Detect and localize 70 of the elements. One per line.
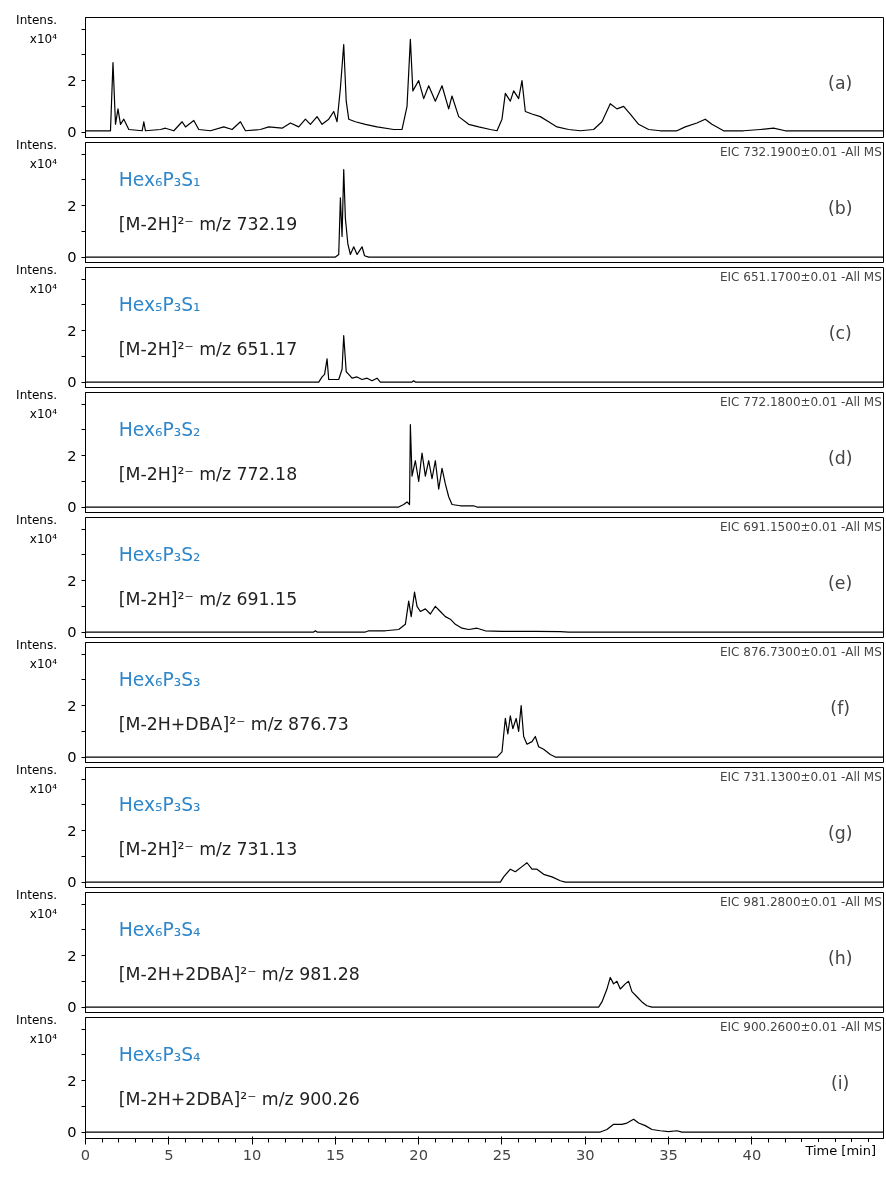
y-tick-label: 0 <box>67 998 77 1016</box>
annotation: [M-2H]²⁻ m/z 651.17 <box>118 338 298 359</box>
annotation: Hex₅P₃S₂ <box>118 544 201 566</box>
y-tick-label: 0 <box>67 123 77 141</box>
x-tick-label: 20 <box>409 1145 429 1163</box>
annotation: EIC 651.1700±0.01 -All MS <box>719 270 882 285</box>
y-tick-label: 2 <box>67 946 77 964</box>
y-axis-title: Intens. x10⁴ <box>16 512 57 548</box>
annotation: [M-2H+2DBA]²⁻ m/z 900.26 <box>118 1088 360 1109</box>
annotation: [M-2H]²⁻ m/z 732.19 <box>118 213 298 234</box>
x-axis-title: Time [min] <box>805 1142 876 1160</box>
annotation: [M-2H]²⁻ m/z 772.18 <box>118 463 298 484</box>
annotation: [M-2H+2DBA]²⁻ m/z 981.28 <box>118 963 360 984</box>
annotation: Hex₅P₃S₄ <box>118 1044 201 1066</box>
y-tick-label: 0 <box>67 873 77 891</box>
annotation: (c) <box>828 323 852 344</box>
annotation: (i) <box>831 1073 850 1094</box>
annotation: EIC 772.1800±0.01 -All MS <box>719 395 882 410</box>
annotation: Hex₅P₃S₃ <box>118 794 201 816</box>
annotation: (d) <box>827 448 853 469</box>
annotation: (b) <box>827 198 853 219</box>
y-axis-title: Intens. x10⁴ <box>16 387 57 423</box>
annotation: Hex₆P₃S₁ <box>118 169 201 191</box>
y-tick-label: 2 <box>67 1071 77 1089</box>
y-axis-title: Intens. x10⁴ <box>16 137 57 173</box>
x-tick-label: 10 <box>242 1145 262 1163</box>
y-tick-label: 2 <box>67 71 77 89</box>
y-axis-title: Intens. x10⁴ <box>16 887 57 923</box>
annotation: Hex₅P₃S₁ <box>118 294 201 316</box>
annotation: EIC 732.1900±0.01 -All MS <box>719 145 882 160</box>
annotation: [M-2H+DBA]²⁻ m/z 876.73 <box>118 713 349 734</box>
y-tick-label: 0 <box>67 373 77 391</box>
annotation: [M-2H]²⁻ m/z 731.13 <box>118 838 298 859</box>
annotation: EIC 731.1300±0.01 -All MS <box>719 770 882 785</box>
annotation: [M-2H]²⁻ m/z 691.15 <box>118 588 298 609</box>
annotation: (a) <box>828 73 853 94</box>
y-tick-label: 0 <box>67 748 77 766</box>
x-tick-label: 15 <box>326 1145 345 1163</box>
annotation: (g) <box>827 823 853 844</box>
annotation: (h) <box>827 948 853 969</box>
y-tick-label: 0 <box>67 248 77 266</box>
y-tick-label: 2 <box>67 821 77 839</box>
annotation: (e) <box>828 573 853 594</box>
annotation: Hex₆P₃S₄ <box>118 919 201 941</box>
annotation: EIC 876.7300±0.01 -All MS <box>719 645 882 660</box>
x-tick-label: 30 <box>575 1145 595 1163</box>
x-tick-label: 25 <box>492 1145 512 1163</box>
y-tick-label: 2 <box>67 321 77 339</box>
y-tick-label: 2 <box>67 696 77 714</box>
annotation: EIC 900.2600±0.01 -All MS <box>719 1020 882 1035</box>
x-tick-label: 0 <box>80 1145 91 1163</box>
y-tick-label: 2 <box>67 571 77 589</box>
y-axis-title: Intens. x10⁴ <box>16 637 57 673</box>
annotation: EIC 981.2800±0.01 -All MS <box>719 895 882 910</box>
x-tick-label: 35 <box>659 1145 678 1163</box>
y-tick-label: 2 <box>67 446 77 464</box>
y-axis-title: Intens. x10⁴ <box>16 762 57 798</box>
y-axis-title: Intens. x10⁴ <box>16 12 57 48</box>
annotation: (f) <box>830 698 850 719</box>
annotation: Hex₆P₃S₃ <box>118 669 201 691</box>
x-tick-label: 5 <box>164 1145 174 1163</box>
y-tick-label: 0 <box>67 623 77 641</box>
y-tick-label: 0 <box>67 1123 77 1141</box>
x-tick-label: 40 <box>742 1145 762 1163</box>
y-tick-label: 2 <box>67 196 77 214</box>
annotation: Hex₆P₃S₂ <box>118 419 201 441</box>
y-axis-title: Intens. x10⁴ <box>16 262 57 298</box>
annotation: EIC 691.1500±0.01 -All MS <box>719 520 882 535</box>
y-tick-label: 0 <box>67 498 77 516</box>
y-axis-title: Intens. x10⁴ <box>16 1012 57 1048</box>
